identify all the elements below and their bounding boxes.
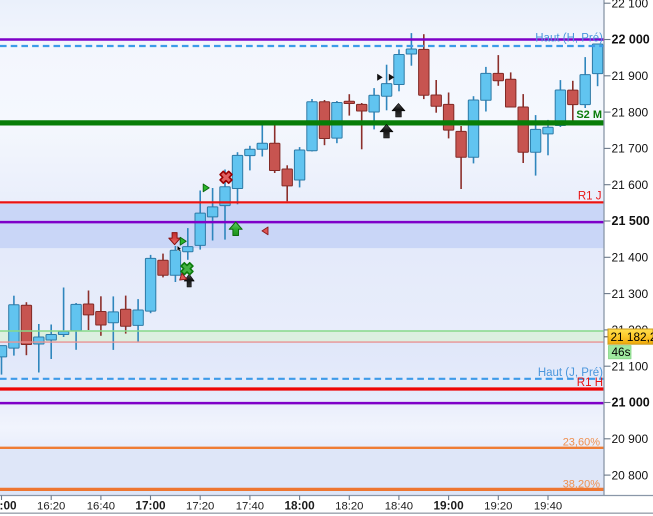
svg-text:R1 H: R1 H (577, 377, 603, 389)
svg-text:21 300: 21 300 (612, 287, 649, 301)
svg-text:18:00: 18:00 (285, 499, 316, 513)
svg-text:21 400: 21 400 (612, 251, 649, 265)
svg-text:16:20: 16:20 (37, 501, 65, 513)
svg-text:Haut (J, Pré): Haut (J, Pré) (538, 367, 603, 379)
svg-text:17:20: 17:20 (186, 501, 214, 513)
svg-text:17:00: 17:00 (135, 499, 166, 513)
svg-text:21 900: 21 900 (612, 69, 649, 83)
svg-text:19:40: 19:40 (534, 501, 562, 513)
svg-text:23,60%: 23,60% (563, 437, 601, 449)
svg-text:19:00: 19:00 (434, 499, 465, 513)
svg-text:21 800: 21 800 (612, 105, 649, 119)
svg-text:Haut (H, Pré): Haut (H, Pré) (535, 33, 603, 45)
svg-text:38,20%: 38,20% (563, 478, 601, 490)
svg-text:21 600: 21 600 (612, 178, 649, 192)
svg-text:18:40: 18:40 (385, 501, 413, 513)
svg-text:R1 J: R1 J (578, 191, 602, 203)
svg-text:16:00: 16:00 (0, 499, 17, 513)
svg-text:22 100: 22 100 (612, 0, 649, 10)
svg-text:20 800: 20 800 (612, 468, 649, 482)
svg-text:21 700: 21 700 (612, 142, 649, 156)
svg-text:46s: 46s (612, 345, 631, 359)
svg-text:22 000: 22 000 (612, 33, 650, 47)
svg-text:20 900: 20 900 (612, 432, 649, 446)
svg-text:21 000: 21 000 (612, 396, 650, 410)
svg-text:18:20: 18:20 (335, 501, 363, 513)
svg-text:16:40: 16:40 (87, 501, 115, 513)
svg-text:17:40: 17:40 (236, 501, 264, 513)
svg-text:21 500: 21 500 (612, 214, 650, 228)
svg-text:21 182,2: 21 182,2 (611, 330, 653, 344)
svg-text:19:20: 19:20 (484, 501, 512, 513)
svg-text:S2 M: S2 M (576, 109, 602, 121)
svg-text:21 100: 21 100 (612, 359, 649, 373)
